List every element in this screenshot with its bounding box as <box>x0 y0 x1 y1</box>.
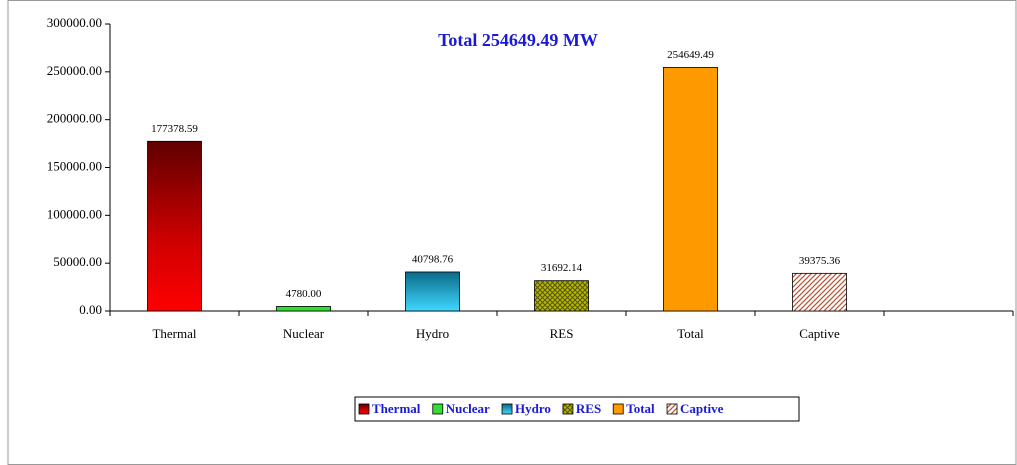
bar <box>405 271 460 312</box>
value-label: 31692.14 <box>541 262 583 274</box>
legend-swatch <box>501 403 513 415</box>
y-tick-label: 250000.00 <box>47 63 102 78</box>
y-tick-label: 50000.00 <box>53 254 102 269</box>
bar <box>792 272 847 312</box>
value-label: 40798.76 <box>412 254 454 266</box>
legend-swatch <box>562 403 574 415</box>
y-tick-label: 100000.00 <box>47 206 102 221</box>
legend-swatch <box>432 403 444 415</box>
legend-swatch <box>666 403 678 415</box>
value-label: 39375.36 <box>799 255 841 267</box>
x-tick-label: Nuclear <box>283 326 325 341</box>
legend-box <box>354 396 800 422</box>
legend-swatch <box>612 403 624 415</box>
y-tick-label: 150000.00 <box>47 158 102 173</box>
value-label: 254649.49 <box>667 49 714 61</box>
x-tick-label: Hydro <box>416 326 449 341</box>
legend-label: Hydro <box>515 401 551 416</box>
bar <box>663 66 718 312</box>
bar <box>534 280 589 312</box>
x-tick-label: RES <box>550 326 574 341</box>
x-tick-label: Thermal <box>152 326 196 341</box>
legend-label: Nuclear <box>446 401 490 416</box>
chart-title: Total 254649.49 MW <box>438 30 598 50</box>
bar <box>276 306 331 312</box>
value-label: 4780.00 <box>286 288 322 300</box>
y-tick-label: 0.00 <box>79 302 102 317</box>
x-tick-label: Total <box>677 326 704 341</box>
y-tick-label: 200000.00 <box>47 111 102 126</box>
legend-label: Thermal <box>372 401 421 416</box>
bar <box>147 140 202 312</box>
x-tick-label: Captive <box>799 326 840 341</box>
legend-label: RES <box>576 401 601 416</box>
legend-swatch <box>358 403 370 415</box>
value-label: 177378.59 <box>151 123 198 135</box>
legend-label: Total <box>626 401 655 416</box>
legend-label: Captive <box>680 401 724 416</box>
y-tick-label: 300000.00 <box>47 15 102 30</box>
